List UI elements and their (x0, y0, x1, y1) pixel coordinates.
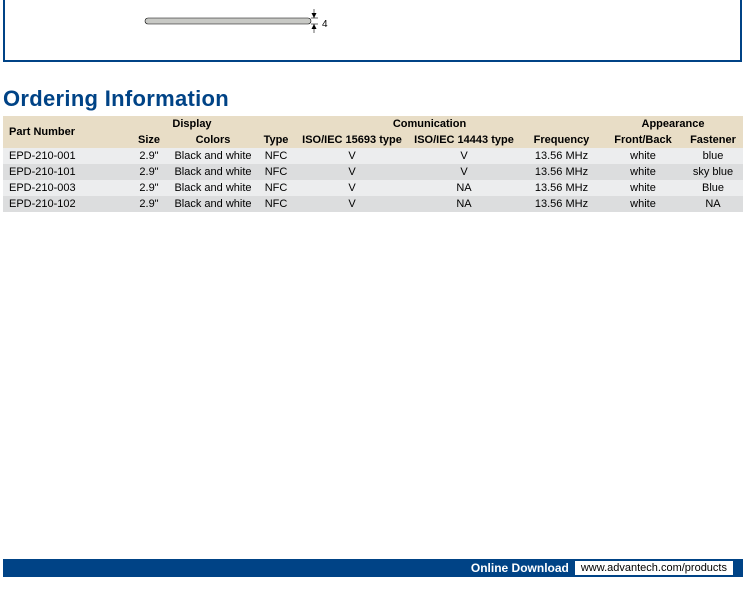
table-row: EPD-210-001 2.9" Black and white NFC V V… (3, 148, 743, 164)
th-colors: Colors (170, 132, 256, 148)
cell-fb: white (603, 196, 683, 212)
th-group-communication: Comunication (256, 116, 603, 132)
cell-fast: NA (683, 196, 743, 212)
th-iso14443: ISO/IEC 14443 type (408, 132, 520, 148)
cell-pn: EPD-210-102 (3, 196, 128, 212)
cell-fb: white (603, 180, 683, 196)
cell-iso14443: NA (408, 196, 520, 212)
cell-type: NFC (256, 180, 296, 196)
cell-iso15693: V (296, 164, 408, 180)
cell-iso14443: V (408, 148, 520, 164)
footer-label: Online Download (471, 561, 575, 575)
cell-type: NFC (256, 196, 296, 212)
th-frontback: Front/Back (603, 132, 683, 148)
cell-pn: EPD-210-003 (3, 180, 128, 196)
cell-iso15693: V (296, 196, 408, 212)
cell-fast: blue (683, 148, 743, 164)
th-part-number: Part Number (3, 116, 128, 148)
cell-colors: Black and white (170, 148, 256, 164)
table-row: EPD-210-102 2.9" Black and white NFC V N… (3, 196, 743, 212)
cell-pn: EPD-210-001 (3, 148, 128, 164)
th-fastener: Fastener (683, 132, 743, 148)
cell-iso15693: V (296, 148, 408, 164)
th-size: Size (128, 132, 170, 148)
cell-freq: 13.56 MHz (520, 180, 603, 196)
dim-arrow-top (312, 13, 317, 18)
cell-freq: 13.56 MHz (520, 164, 603, 180)
th-group-appearance: Appearance (603, 116, 743, 132)
th-iso15693: ISO/IEC 15693 type (296, 132, 408, 148)
cell-pn: EPD-210-101 (3, 164, 128, 180)
cell-freq: 13.56 MHz (520, 148, 603, 164)
cell-size: 2.9" (128, 148, 170, 164)
cell-freq: 13.56 MHz (520, 196, 603, 212)
dim-arrow-bot (312, 24, 317, 29)
cell-type: NFC (256, 164, 296, 180)
table-row: EPD-210-003 2.9" Black and white NFC V N… (3, 180, 743, 196)
cell-fast: sky blue (683, 164, 743, 180)
dim-value: 4 (322, 19, 328, 30)
cell-colors: Black and white (170, 164, 256, 180)
th-frequency: Frequency (520, 132, 603, 148)
cell-iso14443: NA (408, 180, 520, 196)
bar-rect (145, 18, 311, 24)
cell-size: 2.9" (128, 196, 170, 212)
cell-colors: Black and white (170, 196, 256, 212)
table-row: EPD-210-101 2.9" Black and white NFC V V… (3, 164, 743, 180)
ordering-table: Part Number Display Comunication Appeara… (3, 116, 743, 212)
cell-size: 2.9" (128, 180, 170, 196)
cell-iso15693: V (296, 180, 408, 196)
cell-fast: Blue (683, 180, 743, 196)
cell-size: 2.9" (128, 164, 170, 180)
cell-fb: white (603, 148, 683, 164)
cell-colors: Black and white (170, 180, 256, 196)
cell-fb: white (603, 164, 683, 180)
footer-link[interactable]: www.advantech.com/products (575, 561, 733, 575)
diagram-frame: 4 (3, 0, 742, 62)
ordering-table-body: EPD-210-001 2.9" Black and white NFC V V… (3, 148, 743, 212)
section-title: Ordering Information (3, 86, 229, 112)
cell-iso14443: V (408, 164, 520, 180)
th-group-display: Display (128, 116, 256, 132)
dimension-drawing: 4 (5, 0, 740, 60)
footer-bar: Online Download www.advantech.com/produc… (3, 559, 743, 577)
cell-type: NFC (256, 148, 296, 164)
th-type: Type (256, 132, 296, 148)
